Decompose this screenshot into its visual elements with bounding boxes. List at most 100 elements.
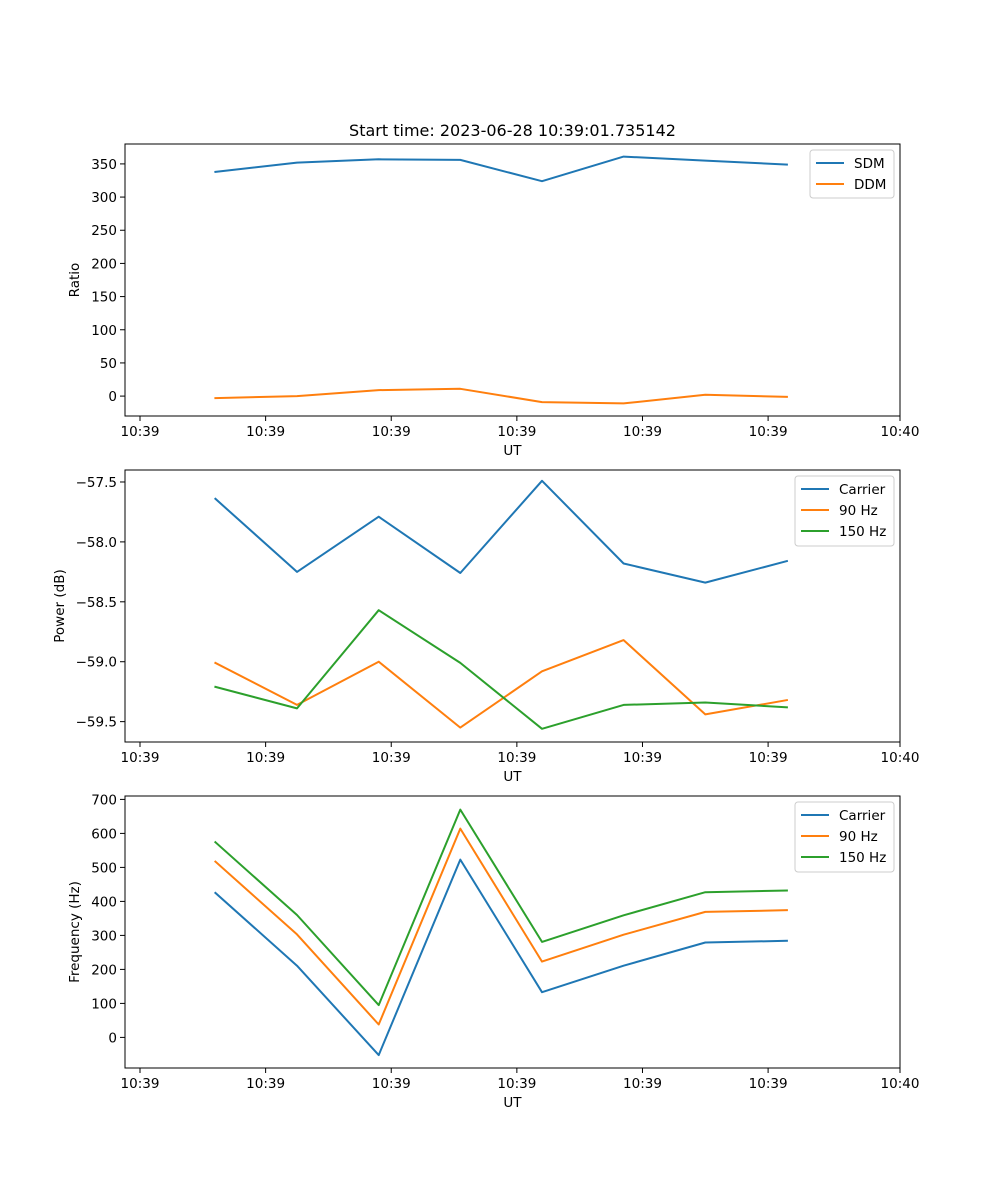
y-tick-label: −58.0 bbox=[76, 535, 117, 551]
legend-box bbox=[794, 801, 895, 873]
data-point bbox=[296, 162, 298, 164]
data-point bbox=[786, 909, 788, 911]
data-point bbox=[459, 662, 461, 664]
data-point bbox=[704, 891, 706, 893]
data-point bbox=[704, 911, 706, 913]
x-tick-label: 10:39 bbox=[623, 1076, 662, 1092]
data-point bbox=[541, 991, 543, 993]
data-point bbox=[786, 396, 788, 398]
data-point bbox=[704, 160, 706, 162]
x-tick-label: 10:39 bbox=[246, 424, 285, 440]
data-point bbox=[786, 699, 788, 701]
data-point bbox=[214, 662, 216, 664]
data-point bbox=[623, 914, 625, 916]
frequency-panel: 10:39 10:39 10:39 10:39 10:39 10:39 10:40 UT 0 10… bbox=[67, 792, 919, 1111]
series-line-150-hz bbox=[213, 808, 788, 1007]
legend: SDM DDM bbox=[809, 149, 895, 199]
y-tick-label: 200 bbox=[91, 962, 117, 978]
y-tick-label: 300 bbox=[91, 928, 117, 944]
legend-label: 150 Hz bbox=[839, 850, 886, 866]
data-point bbox=[541, 180, 543, 182]
data-point bbox=[296, 707, 298, 709]
legend-label: 150 Hz bbox=[839, 524, 886, 540]
legend-label: SDM bbox=[854, 156, 885, 172]
x-tick-label: 10:39 bbox=[121, 1076, 160, 1092]
data-point bbox=[459, 828, 461, 830]
series-line-150-hz bbox=[214, 609, 788, 730]
x-tick-label: 10:39 bbox=[749, 424, 788, 440]
x-tick-label: 10:39 bbox=[121, 750, 160, 766]
plot-frame bbox=[124, 143, 901, 417]
data-point bbox=[296, 914, 298, 916]
y-axis-label: Power (dB) bbox=[52, 569, 68, 642]
y-tick-label: 50 bbox=[100, 356, 117, 372]
data-point bbox=[541, 941, 543, 943]
x-tick-label: 10:39 bbox=[749, 1076, 788, 1092]
data-point bbox=[541, 670, 543, 672]
y-tick-label: 400 bbox=[91, 894, 117, 910]
x-axis-label: UT bbox=[503, 443, 522, 459]
legend-box bbox=[794, 475, 895, 547]
data-point bbox=[214, 892, 216, 894]
data-point bbox=[541, 961, 543, 963]
y-tick-label: 200 bbox=[91, 256, 117, 272]
series-line-90-hz bbox=[213, 827, 788, 1026]
x-tick-label: 10:39 bbox=[497, 1076, 536, 1092]
data-point bbox=[459, 809, 461, 811]
data-point bbox=[378, 1004, 380, 1006]
data-point bbox=[786, 164, 788, 166]
plot-frame bbox=[124, 795, 901, 1069]
series-line-carrier bbox=[213, 858, 788, 1057]
data-point bbox=[378, 661, 380, 663]
y-tick-label: −57.5 bbox=[76, 475, 117, 491]
data-point bbox=[623, 934, 625, 936]
series-line-carrier bbox=[213, 479, 789, 584]
y-axis-label: Ratio bbox=[67, 263, 83, 298]
data-point bbox=[296, 704, 298, 706]
data-point bbox=[704, 394, 706, 396]
legend-label: DDM bbox=[854, 177, 886, 193]
data-point bbox=[296, 395, 298, 397]
data-point bbox=[623, 156, 625, 158]
legend-label: Carrier bbox=[839, 482, 886, 498]
x-tick-label: 10:39 bbox=[372, 424, 411, 440]
legend-label: 90 Hz bbox=[839, 503, 878, 519]
plot-frame bbox=[124, 469, 901, 743]
data-point bbox=[704, 942, 706, 944]
series-line-ddm bbox=[214, 387, 788, 405]
data-point bbox=[214, 397, 216, 399]
y-axis-label: Frequency (Hz) bbox=[67, 881, 83, 983]
y-tick-label: 150 bbox=[91, 290, 117, 306]
y-tick-label: −59.0 bbox=[76, 655, 117, 671]
x-tick-label: 10:39 bbox=[749, 750, 788, 766]
x-tick-label: 10:39 bbox=[623, 750, 662, 766]
series-line-sdm bbox=[214, 155, 788, 183]
data-point bbox=[214, 171, 216, 173]
data-point bbox=[296, 571, 298, 573]
x-tick-label: 10:39 bbox=[623, 424, 662, 440]
y-tick-label: 500 bbox=[91, 860, 117, 876]
data-point bbox=[378, 389, 380, 391]
figure-title: Start time: 2023-06-28 10:39:01.735142 bbox=[349, 121, 676, 140]
power-panel: 10:39 10:39 10:39 10:39 10:39 10:39 10:40 UT −57… bbox=[52, 469, 919, 785]
data-point bbox=[623, 965, 625, 967]
x-tick-label: 10:39 bbox=[497, 424, 536, 440]
x-tick-label: 10:39 bbox=[372, 1076, 411, 1092]
data-point bbox=[296, 965, 298, 967]
data-point bbox=[704, 582, 706, 584]
data-point bbox=[378, 158, 380, 160]
data-point bbox=[786, 940, 788, 942]
ratio-panel: 10:39 10:39 10:39 10:39 10:39 10:39 10:40 UT 0 50… bbox=[67, 143, 919, 459]
legend: Carrier 90 Hz 150 Hz bbox=[794, 475, 895, 547]
data-point bbox=[214, 861, 216, 863]
data-point bbox=[214, 841, 216, 843]
data-point bbox=[623, 562, 625, 564]
y-tick-label: 250 bbox=[91, 223, 117, 239]
y-tick-label: 100 bbox=[91, 323, 117, 339]
data-point bbox=[459, 727, 461, 729]
y-tick-label: 0 bbox=[108, 1030, 117, 1046]
data-point bbox=[704, 713, 706, 715]
x-tick-label: 10:39 bbox=[372, 750, 411, 766]
legend-label: Carrier bbox=[839, 808, 886, 824]
